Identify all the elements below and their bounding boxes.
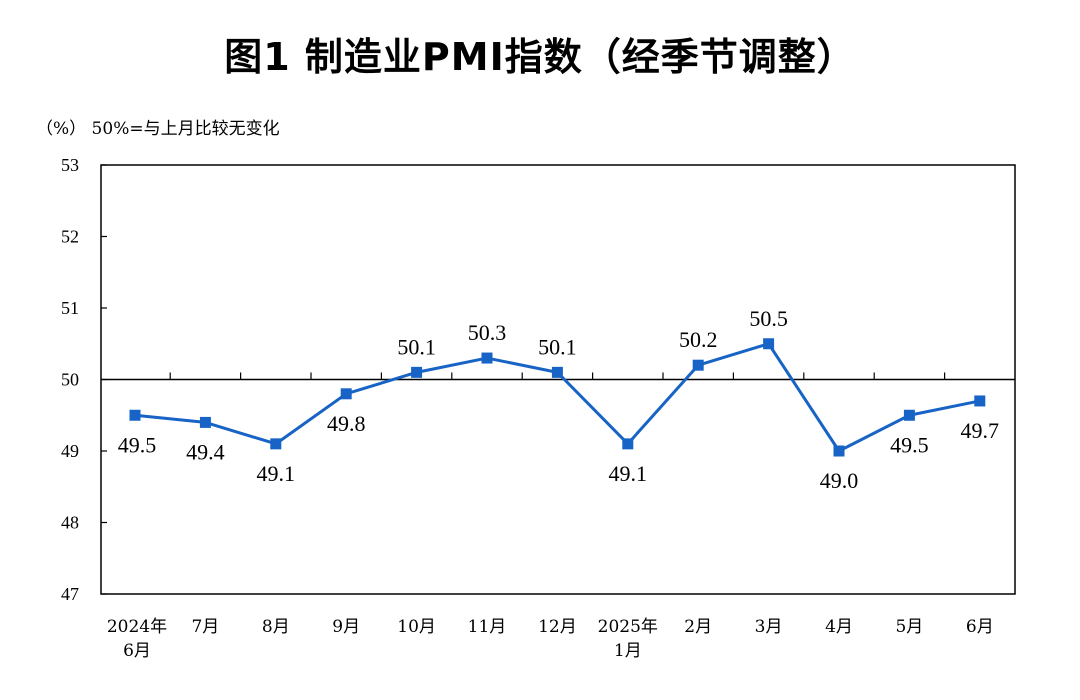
data-point-marker	[974, 395, 986, 407]
data-label: 49.8	[327, 411, 366, 436]
y-axis-unit-note: （%） 50%=与上月比较无变化	[36, 119, 280, 139]
data-point-marker	[692, 359, 704, 371]
data-label: 49.5	[890, 432, 929, 457]
data-label: 49.1	[609, 461, 648, 486]
data-label: 50.5	[749, 306, 788, 331]
x-tick-label: 2025年 1月	[598, 617, 658, 661]
x-tick-label: 3月	[755, 617, 783, 637]
data-point-marker	[199, 416, 211, 428]
x-tick-label: 11月	[468, 617, 507, 637]
data-point-marker	[903, 409, 915, 421]
x-tick-label: 4月	[825, 617, 853, 637]
data-label: 49.1	[257, 461, 296, 486]
x-tick-label: 2024年 6月	[107, 617, 167, 661]
data-label: 49.7	[961, 418, 1000, 443]
y-tick-label: 51	[61, 298, 79, 318]
data-label: 50.3	[468, 320, 507, 345]
data-point-marker	[481, 352, 493, 364]
x-tick-label: 5月	[895, 617, 923, 637]
data-point-marker	[129, 409, 141, 421]
x-tick-label: 12月	[538, 617, 577, 637]
data-point-marker	[551, 366, 563, 378]
x-tick-label: 9月	[332, 617, 360, 637]
x-tick-label: 8月	[262, 617, 290, 637]
y-tick-label: 52	[61, 227, 79, 247]
data-label: 49.4	[186, 439, 225, 464]
data-point-marker	[411, 366, 423, 378]
x-tick-label: 10月	[397, 617, 436, 637]
data-point-marker	[340, 388, 352, 400]
data-label: 50.2	[679, 327, 718, 352]
data-point-marker	[763, 338, 775, 350]
data-label: 49.0	[820, 468, 859, 493]
y-tick-label: 50	[61, 370, 79, 390]
y-tick-label: 47	[61, 584, 79, 604]
y-tick-label: 49	[61, 441, 79, 461]
data-label: 50.1	[538, 334, 577, 359]
data-label: 49.5	[118, 432, 157, 457]
pmi-series-line	[134, 342, 981, 453]
data-point-marker	[622, 438, 634, 450]
data-point-marker	[833, 445, 845, 457]
x-tick-label: 7月	[191, 617, 219, 637]
y-tick-label: 48	[61, 513, 79, 533]
x-tick-label: 2月	[684, 617, 712, 637]
data-label: 50.1	[397, 334, 436, 359]
x-tick-label: 6月	[966, 617, 994, 637]
y-tick-label: 53	[61, 155, 79, 175]
chart-title: 图1 制造业PMI指数（经季节调整）	[224, 35, 856, 79]
data-point-marker	[270, 438, 282, 450]
